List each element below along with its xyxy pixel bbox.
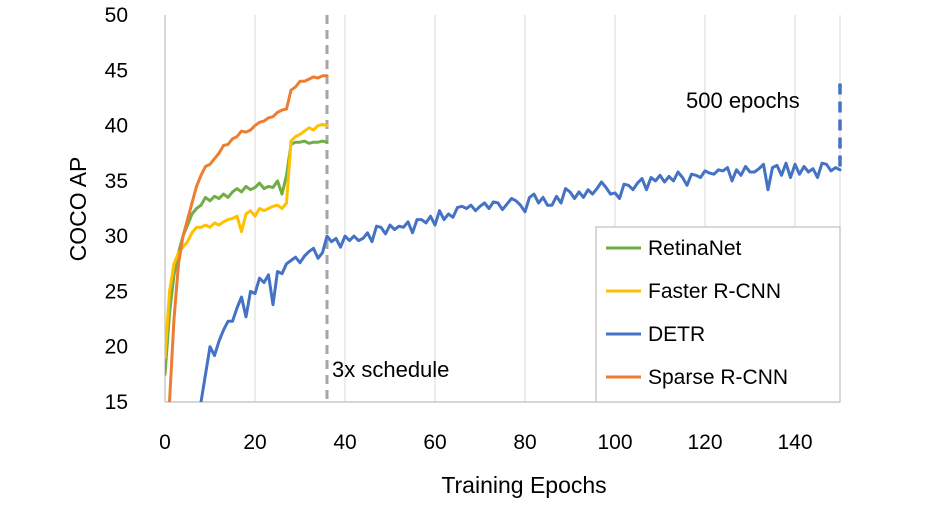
annotation-3x-schedule: 3x schedule [332, 357, 449, 382]
x-tick-label: 20 [243, 431, 266, 454]
legend-label-detr: DETR [648, 323, 705, 346]
y-tick-label: 40 [105, 115, 128, 138]
series-lines [165, 74, 842, 402]
gridlines [254, 15, 841, 402]
legend-label-sparse-rcnn: Sparse R-CNN [648, 366, 788, 389]
legend-label-retinanet: RetinaNet [648, 237, 742, 260]
x-tick-label: 120 [687, 431, 722, 454]
x-axis: 0 20 40 60 80 100 120 140 [159, 401, 840, 454]
series-line-sparse-r-cnn [168, 74, 329, 402]
x-tick-label: 40 [333, 431, 356, 454]
x-tick-label: 100 [597, 431, 632, 454]
x-tick-label: 0 [159, 431, 171, 454]
y-tick-label: 20 [105, 336, 128, 359]
series-line-detr [199, 161, 842, 402]
annotation-markers [325, 15, 842, 402]
x-tick-label: 80 [513, 431, 536, 454]
x-axis-title: Training Epochs [441, 472, 606, 498]
legend-label-faster-rcnn: Faster R-CNN [648, 280, 781, 303]
legend: RetinaNet Faster R-CNN DETR Sparse R-CNN [595, 226, 841, 403]
annotation-500-epochs: 500 epochs [686, 88, 800, 113]
y-tick-label: 25 [105, 280, 128, 303]
legend-box [595, 226, 841, 403]
series-line-retinanet [165, 139, 329, 376]
x-tick-label: 60 [423, 431, 446, 454]
y-axis: 15 20 25 30 35 40 45 50 [105, 4, 166, 414]
y-axis-title: COCO AP [65, 157, 91, 262]
y-tick-label: 45 [105, 59, 128, 82]
series-line-faster-r-cnn [165, 123, 329, 360]
y-tick-label: 30 [105, 225, 128, 248]
y-tick-label: 15 [105, 391, 128, 414]
y-tick-label: 50 [105, 4, 128, 27]
x-tick-label: 140 [777, 431, 812, 454]
y-tick-label: 35 [105, 170, 128, 193]
